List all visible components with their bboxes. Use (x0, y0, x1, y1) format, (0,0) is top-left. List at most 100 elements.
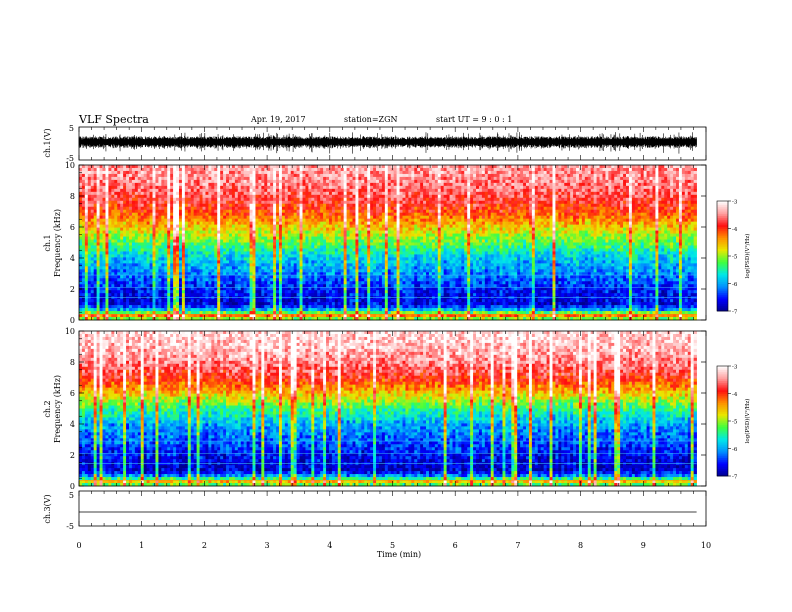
ch1-spectrogram-cell (88, 177, 91, 180)
ch1-spectrogram-cell (167, 207, 170, 210)
ch1-spectrogram-cell (276, 189, 279, 192)
ch1-spectrogram-cell (91, 210, 94, 213)
ch1-spectrogram-cell (353, 171, 356, 174)
ch1-spectrogram-cell (332, 198, 335, 201)
ch1-spectrogram-cell (203, 192, 206, 195)
ch1-spectrogram-cell (335, 222, 338, 225)
ch1-spectrogram-cell (232, 311, 235, 314)
ch1-spectrogram-cell (305, 245, 308, 248)
ch1-spectrogram-cell (176, 240, 179, 243)
ch1-spectrogram-cell (126, 302, 129, 305)
ch1-spectrogram-cell (97, 269, 100, 272)
ch1-spectrogram-cell (176, 248, 179, 251)
ch1-spectrogram-cell (273, 210, 276, 213)
ch1-spectrogram-cell (317, 234, 320, 237)
ch1-spectrogram-cell (323, 248, 326, 251)
ch1-spectrogram-cell (355, 263, 358, 266)
ch1-spectrogram-cell (323, 186, 326, 189)
ch1-spectrogram-cell (255, 275, 258, 278)
ch1-spectrogram-cell (132, 305, 135, 308)
ch1-spectrogram-cell (241, 216, 244, 219)
ch1-spectrogram-cell (120, 207, 123, 210)
ch1-spectrogram-cell (164, 210, 167, 213)
ch1-spectrogram-cell (253, 305, 256, 308)
ch1-spectrogram-cell (314, 278, 317, 281)
ch1-spectrogram-cell (226, 243, 229, 246)
ch1-spectrogram-cell (147, 269, 150, 272)
ch1-spectrogram-cell (217, 243, 220, 246)
ch1-spectrogram-cell (308, 266, 311, 269)
ch1-spectrogram-cell (314, 281, 317, 284)
ch1-spectrogram-cell (167, 266, 170, 269)
ch1-spectrogram-cell (232, 210, 235, 213)
ch1-spectrogram-cell (358, 275, 361, 278)
ch1-spectrogram-cell (147, 204, 150, 207)
ch1-spectrogram-cell (255, 207, 258, 210)
ch1-spectrogram-cell (358, 290, 361, 293)
ch1-spectrogram-cell (120, 216, 123, 219)
ch1-spectrogram-cell (347, 243, 350, 246)
ch1-spectrogram-cell (194, 248, 197, 251)
ch1-spectrogram-cell (314, 168, 317, 171)
ch1-spectrogram-cell (161, 213, 164, 216)
ch1-spectrogram-cell (144, 266, 147, 269)
ch1-spectrogram-cell (105, 302, 108, 305)
ch1-spectrogram-cell (250, 251, 253, 254)
ch1-spectrogram-cell (158, 177, 161, 180)
ch1-spectrogram-cell (235, 251, 238, 254)
ch1-spectrogram-cell (153, 302, 156, 305)
ch1-spectrogram-cell (338, 207, 341, 210)
ch1-spectrogram-cell (197, 281, 200, 284)
ch1-spectrogram-cell (132, 198, 135, 201)
ch1-spectrogram-cell (308, 278, 311, 281)
ch1-spectrogram-cell (320, 293, 323, 296)
ch1-spectrogram-cell (350, 195, 353, 198)
ch1-spectrogram-cell (155, 254, 158, 257)
ch1-spectrogram-cell (197, 299, 200, 302)
ch1-spectrogram-cell (270, 186, 273, 189)
ch1-spectrogram-cell (279, 219, 282, 222)
ch1-spectrogram-cell (311, 254, 314, 257)
ch1-spectrogram-cell (85, 222, 88, 225)
ch1-spectrogram-cell (347, 216, 350, 219)
ch1-spectrogram-cell (214, 228, 217, 231)
ch1-spectrogram-cell (300, 177, 303, 180)
ch1-spectrogram-cell (170, 308, 173, 311)
ch1-spectrogram-cell (341, 281, 344, 284)
ch1-spectrogram-cell (341, 225, 344, 228)
ch1-spectrogram-cell (150, 189, 153, 192)
ch1-spectrogram-cell (226, 222, 229, 225)
ch1-spectrogram-cell (282, 201, 285, 204)
ch1-spectrogram-cell (282, 231, 285, 234)
ch1-spectrogram-cell (288, 257, 291, 260)
ch1-spectrogram-cell (303, 281, 306, 284)
ch1-spectrogram-cell (88, 231, 91, 234)
ch1-spectrogram-cell (132, 201, 135, 204)
ch1-spectrogram-cell (300, 290, 303, 293)
ch1-spectrogram-cell (203, 219, 206, 222)
ch1-spectrogram-cell (97, 290, 100, 293)
ch1-spectrogram-cell (288, 266, 291, 269)
ch1-spectrogram-cell (355, 198, 358, 201)
ch1-spectrogram-cell (117, 213, 120, 216)
ch1-spectrogram-cell (214, 237, 217, 240)
ch1-spectrogram-cell (208, 278, 211, 281)
ch1-spectrogram-cell (247, 278, 250, 281)
ch1-spectrogram-cell (211, 201, 214, 204)
ch1-spectrogram-cell (229, 266, 232, 269)
ch1-spectrogram-cell (173, 311, 176, 314)
ch1-spectrogram-cell (355, 311, 358, 314)
ch1-spectrogram-cell (155, 192, 158, 195)
ch1-spectrogram-cell (155, 225, 158, 228)
ch1-spectrogram-cell (153, 186, 156, 189)
ch1-spectrogram-cell (185, 311, 188, 314)
ch1-spectrogram-cell (117, 198, 120, 201)
ch1-spectrogram-cell (305, 210, 308, 213)
ch1-spectrogram-cell (205, 251, 208, 254)
ch1-spectrogram-cell (108, 251, 111, 254)
ch1-spectrogram-cell (205, 281, 208, 284)
ch1-spectrogram-cell (241, 183, 244, 186)
ch1-spectrogram-cell (182, 263, 185, 266)
ch1-spectrogram-cell (250, 180, 253, 183)
ch1-spectrogram-cell (114, 225, 117, 228)
